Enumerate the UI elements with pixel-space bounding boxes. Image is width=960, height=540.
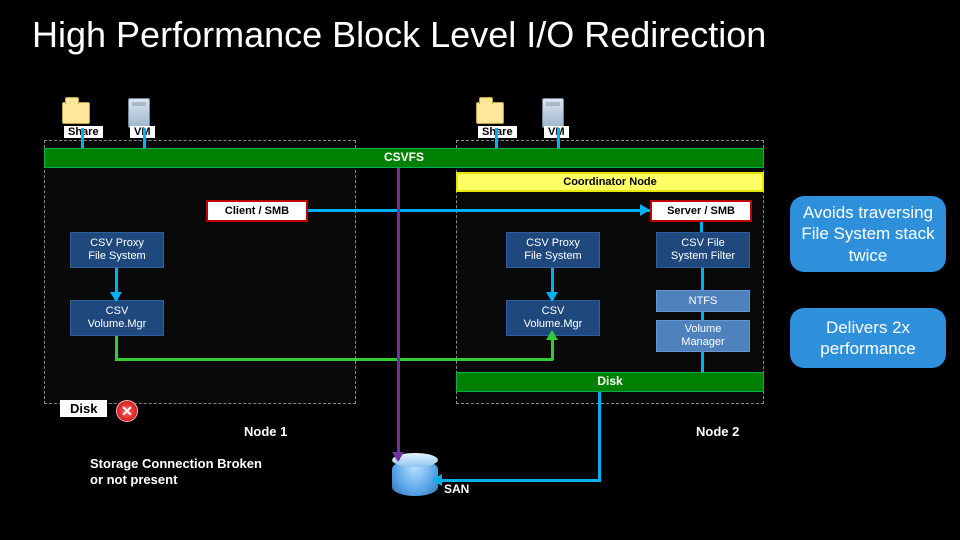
share-icon (476, 102, 504, 124)
coordinator-node-bar: Coordinator Node (456, 172, 764, 192)
volume-manager-box: Volume Manager (656, 320, 750, 352)
callout-avoids-traversing: Avoids traversing File System stack twic… (790, 196, 946, 272)
csv-proxy-left-box: CSV Proxy File System (70, 232, 164, 268)
arrowhead-icon (640, 204, 650, 216)
callout-delivers-2x: Delivers 2x performance (790, 308, 946, 368)
arrowhead-icon (110, 292, 122, 302)
line-san-to-disk-h (438, 479, 600, 482)
line-purple-vert (397, 168, 400, 460)
storage-note-line1: Storage Connection Broken (90, 456, 262, 471)
line-ntfs-to-volmgr (701, 312, 704, 320)
broken-connection-icon: ✕ (116, 400, 138, 422)
share-icon (62, 102, 90, 124)
arrowhead-icon (432, 474, 442, 486)
line-client-to-server (308, 209, 650, 212)
disk-bar: Disk (456, 372, 764, 392)
line-vm2-down (557, 128, 560, 148)
node1-label: Node 1 (244, 424, 287, 439)
line-share2-down (495, 128, 498, 148)
line-vm1-down (143, 128, 146, 148)
line-green-down (115, 336, 118, 360)
storage-connection-note: Storage Connection Broken or not present (90, 456, 262, 487)
storage-note-line2: or not present (90, 472, 177, 487)
csv-volmgr-left-box: CSV Volume.Mgr (70, 300, 164, 336)
arrowhead-icon (546, 330, 558, 340)
disk-label-left: Disk (60, 400, 107, 417)
line-server-down (700, 222, 703, 232)
csvfs-bar: CSVFS (44, 148, 764, 168)
server-smb-box: Server / SMB (650, 200, 752, 222)
line-green-horiz (115, 358, 553, 361)
node1-container (44, 140, 356, 404)
csv-proxy-right-box: CSV Proxy File System (506, 232, 600, 268)
arrowhead-icon (546, 292, 558, 302)
line-volmgr-to-disk (701, 352, 704, 372)
vm-icon (542, 98, 564, 128)
csv-file-system-filter-box: CSV File System Filter (656, 232, 750, 268)
node2-label: Node 2 (696, 424, 739, 439)
vm-icon (128, 98, 150, 128)
arrowhead-icon (392, 452, 404, 462)
line-filter-to-ntfs (701, 268, 704, 290)
page-title: High Performance Block Level I/O Redirec… (32, 14, 766, 56)
client-smb-box: Client / SMB (206, 200, 308, 222)
line-share1-down (81, 128, 84, 148)
line-san-to-disk-v (598, 392, 601, 482)
san-label: SAN (444, 482, 469, 496)
ntfs-box: NTFS (656, 290, 750, 312)
